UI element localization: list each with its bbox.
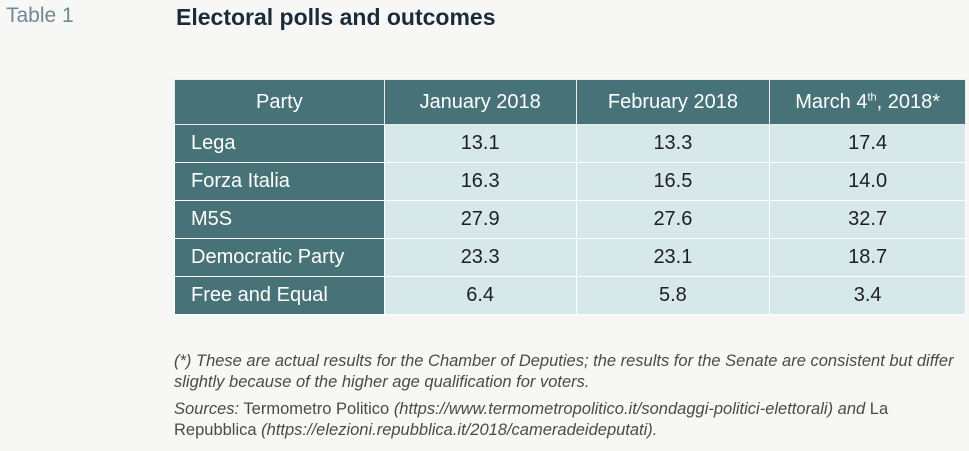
- header-row: Party January 2018 February 2018 March 4…: [174, 79, 966, 125]
- sources-and: and: [837, 400, 866, 418]
- source-la-repubblica: La Repubblica: [174, 400, 889, 439]
- table-row: Lega 13.1 13.3 17.4: [174, 124, 966, 163]
- march-cell: 3.4: [769, 276, 966, 315]
- february-cell: 23.1: [575, 238, 771, 277]
- table-row: Forza Italia 16.3 16.5 14.0: [174, 162, 966, 201]
- page-title: Electoral polls and outcomes: [176, 4, 496, 30]
- table-row: M5S 27.9 27.6 32.7: [174, 200, 966, 239]
- source-termometro-url: (https://www.termometropolitico.it/sonda…: [393, 400, 834, 418]
- february-cell: 13.3: [575, 124, 771, 163]
- table-row: Democratic Party 23.3 23.1 18.7: [174, 238, 966, 277]
- header-february-2018: February 2018: [575, 79, 771, 125]
- table-notes: (*) These are actual results for the Cha…: [174, 351, 964, 447]
- january-cell: 23.3: [383, 238, 577, 277]
- february-cell: 5.8: [575, 276, 771, 315]
- header-march-year: , 2018*: [876, 90, 941, 113]
- source-repubblica-url: (https://elezioni.repubblica.it/2018/cam…: [261, 421, 658, 439]
- footnote-text: (*) These are actual results for the Cha…: [174, 352, 954, 391]
- header-march-2018: March 4th, 2018*: [769, 79, 966, 125]
- header-march-text: March 4: [795, 90, 868, 113]
- party-cell: Free and Equal: [174, 276, 385, 315]
- sources-label: Sources:: [174, 400, 240, 418]
- march-cell: 18.7: [769, 238, 966, 277]
- table-label: Table 1: [6, 4, 74, 27]
- header-party: Party: [174, 79, 385, 125]
- source-termometro-politico: Termometro Politico: [243, 400, 390, 418]
- party-cell: M5S: [174, 200, 385, 239]
- march-cell: 14.0: [769, 162, 966, 201]
- table-row: Free and Equal 6.4 5.8 3.4: [174, 276, 966, 315]
- header-january-2018: January 2018: [383, 79, 577, 125]
- march-cell: 32.7: [769, 200, 966, 239]
- footnote: (*) These are actual results for the Cha…: [174, 351, 964, 393]
- header-march-sup: th: [867, 90, 877, 103]
- sources-note: Sources: Termometro Politico (https://ww…: [174, 399, 964, 441]
- february-cell: 27.6: [575, 200, 771, 239]
- party-cell: Democratic Party: [174, 238, 385, 277]
- party-cell: Lega: [174, 124, 385, 163]
- january-cell: 27.9: [383, 200, 577, 239]
- party-cell: Forza Italia: [174, 162, 385, 201]
- polls-table: Party January 2018 February 2018 March 4…: [174, 79, 966, 315]
- march-cell: 17.4: [769, 124, 966, 163]
- january-cell: 13.1: [383, 124, 577, 163]
- january-cell: 16.3: [383, 162, 577, 201]
- february-cell: 16.5: [575, 162, 771, 201]
- january-cell: 6.4: [383, 276, 577, 315]
